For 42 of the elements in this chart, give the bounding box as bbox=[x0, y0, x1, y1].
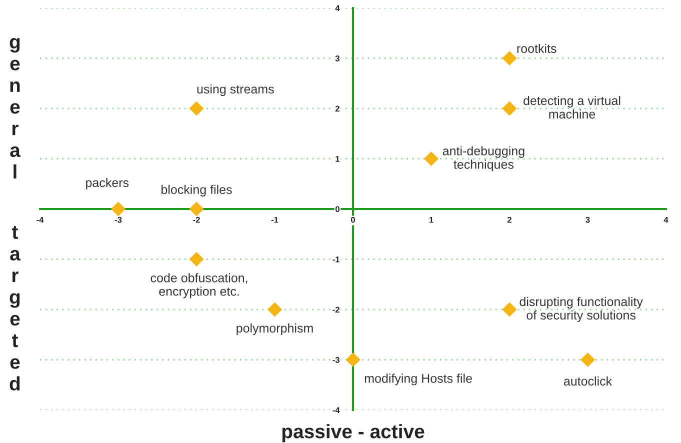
x-tick-label: 2 bbox=[507, 216, 512, 223]
text: general targeted bbox=[10, 38, 20, 391]
annotation: code obfuscation, encryption etc. bbox=[150, 273, 248, 298]
point bbox=[267, 302, 282, 317]
annotation: polymorphism bbox=[236, 323, 313, 336]
point bbox=[502, 50, 517, 66]
x-axis-title: passive - active bbox=[282, 424, 424, 442]
point bbox=[189, 252, 204, 267]
point bbox=[502, 101, 517, 116]
x-tick-label: 1 bbox=[429, 216, 434, 223]
point bbox=[346, 352, 360, 368]
y-tick-label: 3 bbox=[335, 55, 340, 62]
y-tick-label: 4 bbox=[335, 5, 340, 12]
annotation: rootkits bbox=[517, 44, 556, 53]
x-tick-label: -3 bbox=[114, 216, 122, 223]
annotation: using streams bbox=[197, 84, 274, 96]
annotation: blocking files bbox=[162, 184, 232, 196]
y-tick-label: -3 bbox=[332, 356, 340, 363]
annotation: modifying Hosts file bbox=[364, 374, 472, 386]
x-tick-label: -4 bbox=[36, 216, 44, 223]
y-tick-label: 1 bbox=[336, 156, 340, 162]
annotation: disrupting functionality of security solutions bbox=[520, 296, 643, 322]
point bbox=[580, 352, 596, 368]
point bbox=[189, 202, 204, 216]
point bbox=[502, 302, 517, 317]
annotation: detecting a virtual machine bbox=[524, 96, 620, 119]
point bbox=[424, 151, 439, 166]
annotation: autoclick bbox=[564, 376, 612, 386]
y-tick-label: -2 bbox=[332, 306, 340, 313]
y-tick-label: 2 bbox=[335, 106, 340, 112]
x-tick-label: -1 bbox=[271, 216, 278, 223]
y-tick-label: -4 bbox=[332, 407, 340, 414]
y-tick-label: 0 bbox=[336, 206, 340, 212]
point bbox=[110, 202, 126, 216]
annotation: anti-debugging techniques bbox=[442, 146, 524, 172]
x-tick-label: -2 bbox=[193, 216, 200, 223]
point bbox=[189, 101, 204, 116]
x-tick-label: 3 bbox=[586, 216, 590, 223]
y-tick-label: -1 bbox=[332, 256, 340, 262]
x-tick-label: 4 bbox=[664, 216, 668, 223]
annotation: packers bbox=[86, 178, 129, 190]
x-tick-label: 0 bbox=[351, 216, 355, 223]
